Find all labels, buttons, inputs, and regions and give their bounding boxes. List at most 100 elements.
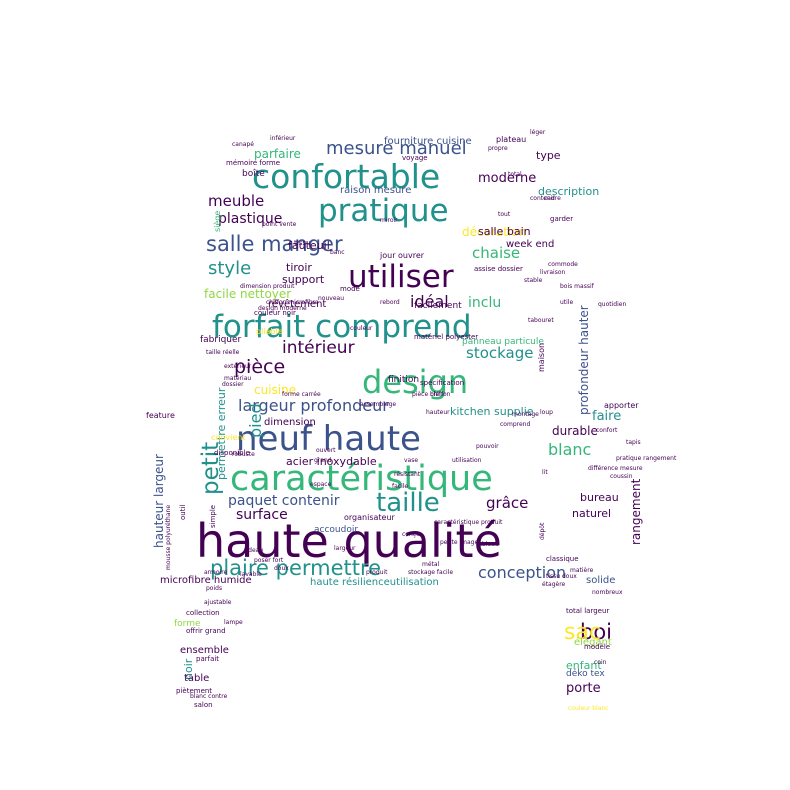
cloud-word: maison bbox=[537, 342, 546, 372]
cloud-word: total largeur bbox=[566, 607, 610, 615]
cloud-word: couleur blanc bbox=[568, 705, 609, 712]
cloud-word: support bbox=[282, 273, 325, 286]
cloud-word: feature bbox=[146, 411, 175, 420]
cloud-word: quotidien bbox=[598, 301, 627, 308]
cloud-word: tissu bbox=[294, 239, 311, 247]
cloud-word: parfaire bbox=[254, 147, 301, 161]
cloud-word: extérieur bbox=[224, 363, 252, 370]
cloud-word: pièce chiffon bbox=[412, 391, 451, 398]
cloud-word: canapé bbox=[232, 141, 254, 148]
cloud-word: espace bbox=[310, 481, 332, 488]
cloud-word: dossier bbox=[222, 381, 244, 388]
cloud-word: montage bbox=[512, 411, 539, 418]
cloud-word: kitchen supplie bbox=[450, 405, 534, 418]
cloud-word: forfait comprend bbox=[212, 309, 472, 345]
cloud-word: décoration bbox=[462, 225, 527, 239]
cloud-word: haute résilienceutilisation bbox=[310, 577, 439, 588]
cloud-word: design moderne bbox=[258, 305, 307, 312]
cloud-word: plateau bbox=[496, 135, 527, 144]
cloud-word: matériel polyester bbox=[414, 333, 479, 341]
cloud-word: salle bain bbox=[478, 225, 531, 238]
cloud-word: léger bbox=[530, 129, 546, 136]
cloud-word: ensemble bbox=[180, 645, 229, 656]
cloud-word: caractéristique produit bbox=[434, 519, 503, 526]
cloud-word: microfibre humide bbox=[160, 575, 252, 586]
cloud-word: vase bbox=[404, 457, 419, 464]
cloud-word: miroir bbox=[380, 217, 398, 224]
cloud-word: confort bbox=[596, 427, 618, 434]
cloud-word: pratique bbox=[318, 193, 449, 229]
cloud-word: ajustable bbox=[204, 599, 232, 606]
cloud-word: inclu bbox=[468, 295, 502, 311]
cloud-word: armoire bbox=[204, 569, 228, 576]
cloud-word: dimension produit bbox=[240, 283, 295, 290]
cloud-word: intérieur bbox=[282, 338, 355, 358]
cloud-word: largeur profondeur bbox=[238, 396, 389, 415]
cloud-word: revêtement bbox=[268, 299, 327, 310]
cloud-word: lit bbox=[542, 469, 548, 476]
cloud-word: bois massif bbox=[560, 283, 594, 290]
cloud-word: idéal bbox=[410, 292, 449, 311]
cloud-word: spécification bbox=[420, 379, 465, 387]
cloud-word: pratique rangement bbox=[616, 455, 677, 462]
cloud-word: élégant bbox=[574, 637, 612, 648]
cloud-word: pouvoir bbox=[476, 443, 499, 450]
cloud-word: voyage bbox=[402, 154, 428, 162]
cloud-word: nombreux bbox=[592, 589, 623, 596]
cloud-word: stockage facile bbox=[408, 569, 454, 576]
cloud-word: outil bbox=[179, 504, 187, 520]
cloud-word: pièce bbox=[234, 356, 286, 378]
cloud-word: caractéristique bbox=[230, 459, 493, 499]
cloud-word: contenir bbox=[530, 195, 555, 202]
cloud-word: facilement bbox=[414, 301, 462, 311]
cloud-word: siège bbox=[213, 210, 222, 232]
cloud-word: total bbox=[508, 171, 522, 178]
cloud-word: offrir grand bbox=[186, 627, 226, 635]
cloud-word: couleur noir bbox=[254, 309, 296, 317]
cloud-word: utilisation bbox=[452, 457, 482, 464]
cloud-word: comprend bbox=[500, 421, 531, 428]
cloud-word: pied bbox=[246, 403, 265, 438]
cloud-word: lavable bbox=[240, 571, 262, 578]
cloud-word: conçu bbox=[402, 531, 420, 538]
cloud-word: plastique bbox=[218, 211, 283, 227]
cloud-word: loup bbox=[540, 409, 553, 416]
cloud-word: style bbox=[208, 258, 252, 279]
cloud-word: tapis bbox=[626, 439, 641, 446]
cloud-word: piètement bbox=[176, 687, 213, 695]
cloud-word: stockage bbox=[466, 344, 534, 362]
cloud-word: parfait bbox=[196, 655, 220, 663]
cloud-word: week end bbox=[506, 239, 555, 250]
cloud-word: chaise bbox=[472, 244, 521, 262]
cloud-word: jour ouvrer bbox=[380, 251, 425, 260]
cloud-word: point vente bbox=[262, 221, 297, 228]
cloud-word: résistant bbox=[394, 471, 421, 478]
cloud-word: cuisine bbox=[254, 383, 297, 397]
cloud-word: haute qualité bbox=[196, 514, 502, 568]
cloud-word: rideau bbox=[244, 547, 264, 554]
cloud-word: confortable bbox=[252, 157, 441, 196]
cloud-word: plaire permettre bbox=[210, 556, 382, 580]
cloud-word: moderne bbox=[478, 171, 537, 186]
cloud-word: bureau bbox=[580, 491, 619, 504]
cloud-word: salle manger bbox=[206, 232, 343, 256]
cloud-word: profondeur hauter bbox=[577, 305, 591, 415]
cloud-word: poser fort bbox=[254, 557, 284, 564]
cloud-word: blanc contre bbox=[190, 693, 228, 700]
cloud-word: coussin bbox=[610, 473, 633, 480]
cloud-word: mode bbox=[340, 285, 360, 293]
cloud-word: taille bbox=[376, 488, 440, 518]
cloud-word: ouvert bbox=[316, 447, 336, 454]
cloud-word: meuble bbox=[208, 192, 265, 210]
cloud-word: assise dossier bbox=[474, 265, 523, 273]
cloud-word: banc bbox=[330, 249, 345, 256]
cloud-word: produit bbox=[366, 569, 388, 576]
cloud-word: conception bbox=[478, 563, 567, 582]
cloud-word: pliable bbox=[256, 327, 283, 336]
cloud-word: tissu doux bbox=[546, 573, 577, 580]
cloud-word: fourniture cuisine bbox=[384, 136, 472, 147]
cloud-word: propre bbox=[488, 145, 508, 152]
cloud-word: forme bbox=[174, 619, 201, 629]
cloud-word: coin bbox=[594, 659, 607, 666]
